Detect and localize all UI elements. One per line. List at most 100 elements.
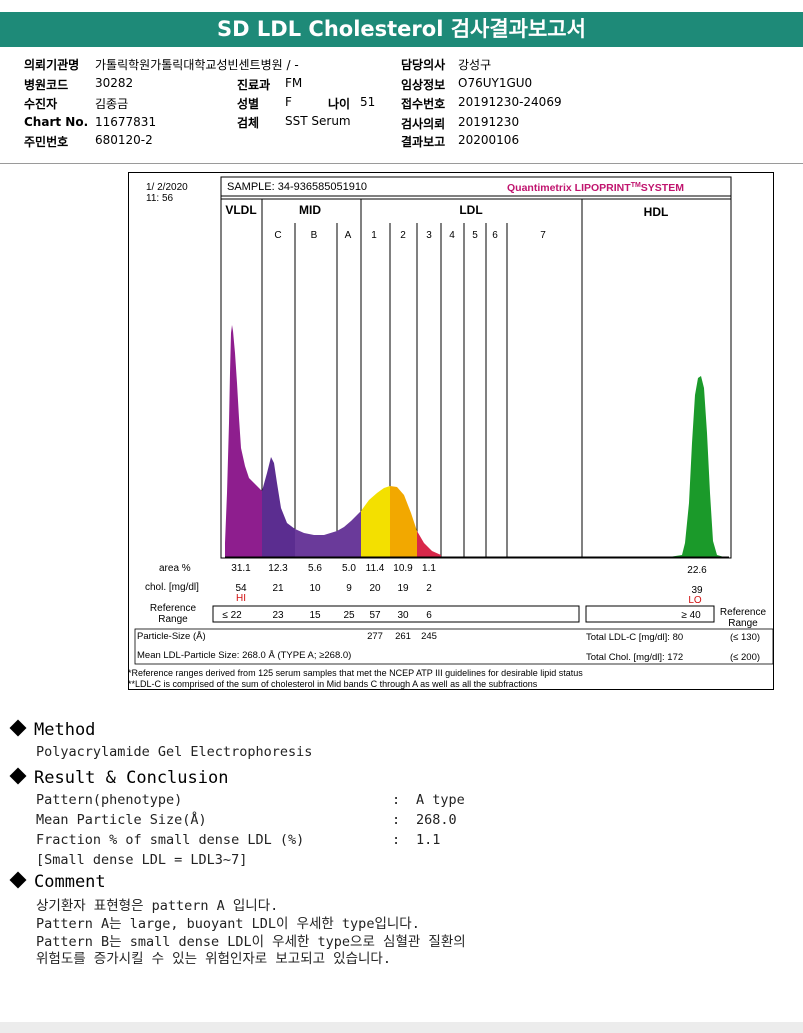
ref-right-label: Reference: [720, 607, 767, 618]
lipoprint-printout: 1/ 2/2020 11: 56 SAMPLE: 34-936585051910…: [128, 172, 774, 690]
result-value: 1.1: [416, 832, 441, 848]
id-label: 주민번호: [24, 135, 69, 149]
total-chol-label: Total Chol. [mg/dl]: 172: [586, 652, 683, 663]
chart-value: 11677831: [95, 115, 157, 129]
result-value: 268.0: [416, 812, 457, 828]
request-value: 20191230: [458, 115, 520, 129]
ref-label: Reference: [150, 603, 197, 614]
method-text: Polyacrylamide Gel Electrophoresis: [36, 744, 313, 760]
comment-heading-text: Comment: [34, 872, 106, 892]
age-value: 51: [360, 95, 376, 109]
comment-line: 상기환자 표현형은 pattern A 입니다.: [36, 898, 279, 914]
request-label: 검사의뢰: [401, 117, 446, 131]
age-label: 나이: [328, 97, 351, 111]
mean-label: Mean LDL-Particle Size: 268.0 Å (TYPE A;…: [137, 650, 351, 661]
particle-row: Particle-Size (Å) 277 261 245 Total LDL-…: [137, 631, 760, 643]
ldl-2-peak: [390, 486, 417, 557]
diamond-icon: [9, 871, 27, 889]
hdl-peak: [669, 376, 724, 557]
ref-value: 57: [369, 610, 381, 621]
print-date: 1/ 2/2020: [146, 182, 188, 193]
dept-value: FM: [285, 76, 303, 90]
result-sep: :: [392, 812, 401, 828]
brand-label: Quantimetrix LIPOPRINTTMSYSTEM: [507, 182, 684, 194]
band-label: 4: [449, 230, 455, 241]
band-label: 2: [400, 230, 406, 241]
band-label: 7: [540, 230, 546, 241]
comment-line: Pattern B는 small dense LDL이 우세한 type으로 심…: [36, 934, 466, 950]
mid-label: MID: [299, 203, 321, 217]
ref-hdl-value: ≥ 40: [681, 610, 701, 621]
area-value: 10.9: [393, 563, 413, 574]
sex-value: F: [285, 95, 292, 109]
lipoprint-svg: 1/ 2/2020 11: 56 SAMPLE: 34-936585051910…: [128, 176, 774, 689]
particle-value: 245: [421, 631, 437, 642]
hospital-code-label: 병원코드: [24, 78, 69, 92]
band-label: A: [345, 230, 352, 241]
footer-bar: [0, 1022, 803, 1033]
sex-label: 성별: [237, 97, 260, 111]
hi-flag: HI: [236, 593, 246, 604]
result-label: Fraction % of small dense LDL (%): [36, 832, 305, 848]
band-label: 1: [371, 230, 377, 241]
clinical-label: 임상정보: [401, 78, 446, 92]
total-ldl-label: Total LDL-C [mg/dl]: 80: [586, 632, 683, 643]
patient-value: 김종금: [95, 97, 129, 111]
band-label: B: [311, 230, 318, 241]
band-label: 3: [426, 230, 432, 241]
ref-box-hdl: [585, 605, 715, 623]
chol-value: 19: [397, 583, 409, 594]
chol-hdl-value: 39: [691, 585, 703, 596]
specimen-value: SST Serum: [285, 114, 351, 128]
result-sep: :: [392, 832, 401, 848]
mid-b-peak: [295, 529, 337, 557]
ldl-1-peak: [361, 486, 390, 557]
mean-row: Mean LDL-Particle Size: 268.0 Å (TYPE A;…: [137, 650, 760, 663]
chol-value: 2: [426, 583, 432, 594]
ref-value: 30: [397, 610, 409, 621]
diamond-icon: [9, 767, 27, 785]
report-title: SD LDL Cholesterol 검사결과보고서: [0, 12, 803, 47]
band-label: 6: [492, 230, 498, 241]
chart-label: Chart No.: [24, 115, 89, 129]
chol-value: 9: [346, 583, 352, 594]
total-ldl-range: (≤ 130): [730, 632, 760, 643]
result-date-value: 20200106: [458, 133, 520, 147]
ref-value: 15: [309, 610, 321, 621]
ldl-label: LDL: [459, 203, 482, 217]
lo-flag: LO: [688, 595, 702, 606]
footnotes: *Reference ranges derived from 125 serum…: [128, 668, 583, 689]
hdl-label: HDL: [644, 205, 669, 219]
dept-label: 진료과: [237, 78, 271, 92]
receipt-label: 접수번호: [401, 97, 446, 111]
area-label: area %: [159, 563, 191, 574]
ref-label: Range: [158, 614, 188, 625]
chol-value: 20: [369, 583, 381, 594]
band-label: C: [274, 230, 281, 241]
result-note: [Small dense LDL = LDL3~7]: [36, 852, 248, 868]
area-value: 1.1: [422, 563, 436, 574]
specimen-label: 검체: [237, 116, 260, 130]
result-heading: Result & Conclusion: [9, 767, 228, 788]
id-value: 680120-2: [95, 133, 153, 147]
graph-box: [220, 176, 732, 559]
divider: [0, 163, 803, 164]
doctor-label: 담당의사: [401, 58, 446, 72]
band-label: 5: [472, 230, 478, 241]
result-label: Mean Particle Size(Å): [36, 812, 207, 828]
method-heading: Method: [9, 719, 96, 740]
total-chol-range: (≤ 200): [730, 652, 760, 663]
particle-value: 261: [395, 631, 411, 642]
area-value: 11.4: [366, 563, 385, 574]
footnote: *Reference ranges derived from 125 serum…: [129, 668, 583, 678]
reference-row: Reference Range ≤ 22 23 15 25 57 30 6 ≥ …: [150, 603, 767, 629]
ref-value: ≤ 22: [222, 610, 242, 621]
institution-label: 의뢰기관명: [24, 58, 80, 72]
hospital-code-value: 30282: [95, 76, 134, 90]
institution-value: 가톨릭학원가톨릭대학교성빈센트병원 / -: [95, 58, 299, 72]
band-dividers: [261, 199, 583, 558]
result-sep: :: [392, 792, 401, 808]
method-heading-text: Method: [34, 720, 96, 740]
diamond-icon: [9, 719, 27, 737]
chol-value: 10: [309, 583, 321, 594]
